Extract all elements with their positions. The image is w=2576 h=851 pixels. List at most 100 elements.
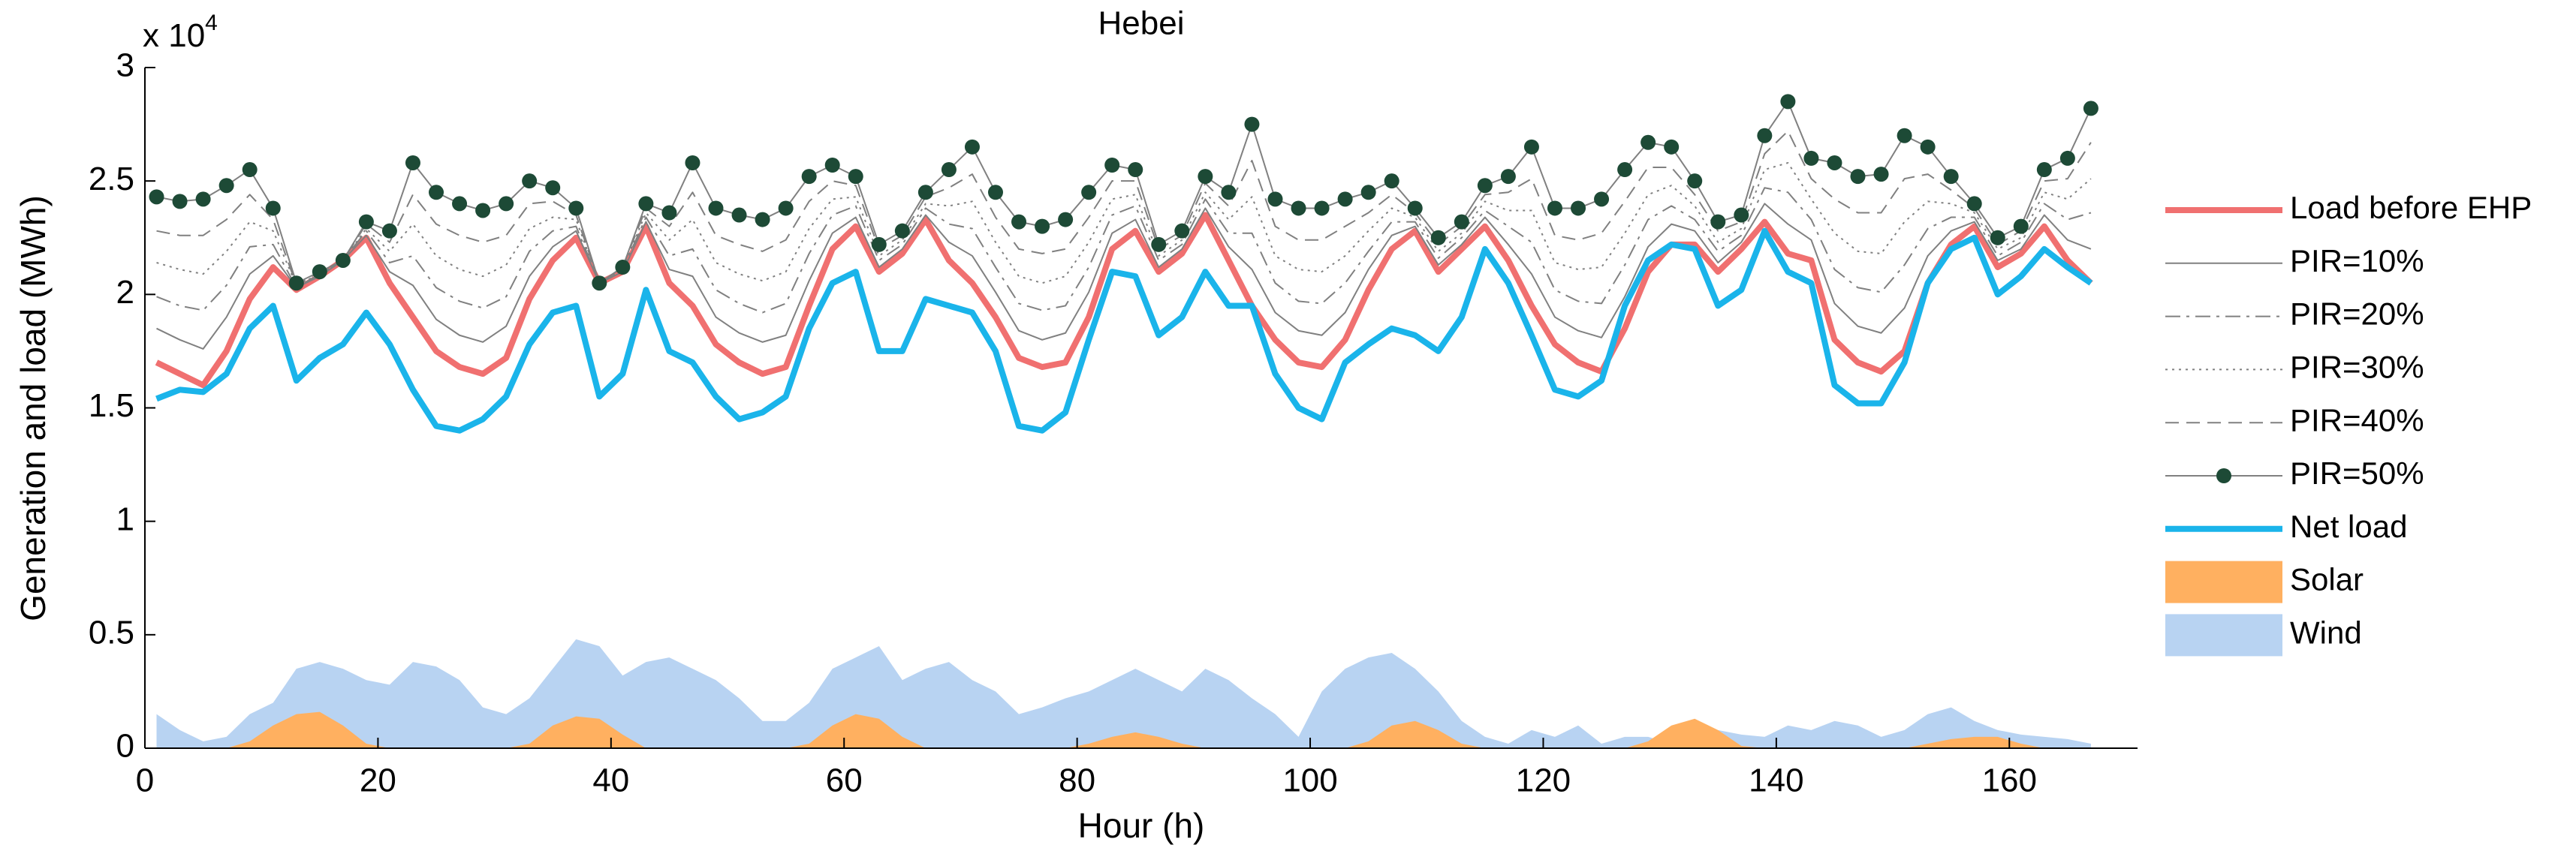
x-tick-label: 0 [136, 762, 154, 799]
marker [1430, 230, 1446, 245]
marker [1477, 178, 1493, 194]
marker [2083, 101, 2098, 116]
marker [1384, 173, 1399, 189]
marker [1035, 218, 1050, 234]
line [155, 227, 2093, 434]
marker [149, 189, 164, 205]
x-tick-label: 160 [1982, 762, 2037, 799]
marker [1897, 128, 1912, 143]
marker [917, 185, 933, 200]
line [156, 203, 2092, 350]
marker [964, 139, 980, 155]
y-tick-label: 3 [116, 47, 134, 84]
marker [1221, 185, 1237, 200]
marker [661, 205, 677, 221]
marker [801, 169, 817, 185]
marker [1267, 191, 1283, 207]
marker [2013, 218, 2029, 234]
marker [522, 173, 538, 189]
marker [335, 252, 351, 268]
marker [755, 212, 770, 227]
marker [1943, 169, 1959, 185]
x-axis-label: Hour (h) [1078, 806, 1205, 845]
y-tick-label: 2 [116, 274, 134, 311]
line [156, 161, 2092, 287]
x-tick-label: 20 [360, 762, 396, 799]
marker [452, 196, 468, 212]
marker [987, 185, 1003, 200]
marker [1641, 134, 1656, 150]
marker [1081, 185, 1097, 200]
legend-label: Net load [2290, 509, 2407, 544]
marker [2059, 150, 2075, 166]
marker [312, 264, 327, 280]
y-tick-label: 1 [116, 501, 134, 537]
y-tick-label: 1.5 [89, 387, 134, 424]
marker [381, 223, 397, 239]
marker [1780, 94, 1796, 110]
y-tick-label: 0 [116, 728, 134, 765]
y-multiplier-exponent: 4 [205, 11, 218, 35]
marker [195, 191, 211, 207]
marker [1011, 214, 1027, 230]
marker [1873, 167, 1889, 182]
marker [1198, 169, 1213, 185]
marker [288, 275, 304, 291]
x-tick-label: 140 [1749, 762, 1803, 799]
line [156, 130, 2092, 287]
marker [1827, 155, 1842, 170]
marker [1291, 200, 1306, 216]
y-tick-label: 2.5 [89, 161, 134, 197]
marker [1523, 139, 1539, 155]
chart-title: Hebei [1098, 5, 1185, 42]
line [156, 187, 2092, 314]
y-multiplier-base: x 10 [143, 17, 205, 54]
plot-area [149, 94, 2098, 748]
marker [1920, 139, 1936, 155]
marker [708, 200, 724, 216]
x-tick-label: 60 [826, 762, 863, 799]
marker [218, 178, 234, 194]
marker [1128, 162, 1143, 178]
marker [941, 162, 957, 178]
marker [638, 196, 654, 212]
legend-label: PIR=20% [2290, 296, 2424, 332]
legend-label: PIR=50% [2290, 456, 2424, 491]
marker [172, 194, 188, 209]
x-tick-label: 120 [1516, 762, 1571, 799]
legend-label: PIR=40% [2290, 402, 2424, 438]
legend-label: Solar [2290, 562, 2364, 597]
legend-label: PIR=30% [2290, 349, 2424, 384]
marker [615, 260, 631, 275]
marker [499, 196, 514, 212]
marker [358, 214, 374, 230]
marker [1594, 191, 1610, 207]
y-axis-label: Generation and load (MWh) [14, 195, 53, 621]
marker [685, 155, 700, 170]
marker [1454, 214, 1469, 230]
marker [1710, 214, 1726, 230]
line [155, 212, 2093, 389]
marker [1803, 150, 1819, 166]
marker [1687, 173, 1703, 189]
marker [1151, 236, 1167, 252]
area [156, 711, 2091, 748]
marker [1174, 223, 1190, 239]
marker [545, 180, 561, 196]
y-multiplier: x 104 [143, 11, 218, 54]
marker [1058, 212, 1074, 227]
marker [1757, 128, 1773, 143]
marker [429, 185, 444, 200]
marker [1337, 191, 1353, 207]
marker [1966, 196, 1982, 212]
marker [405, 155, 420, 170]
marker [1104, 158, 1120, 173]
marker [824, 158, 840, 173]
marker [1500, 169, 1516, 185]
marker [265, 200, 281, 216]
marker [894, 223, 910, 239]
x-tick-label: 100 [1282, 762, 1337, 799]
legend-label: Load before EHP [2290, 190, 2532, 225]
marker [848, 169, 863, 185]
